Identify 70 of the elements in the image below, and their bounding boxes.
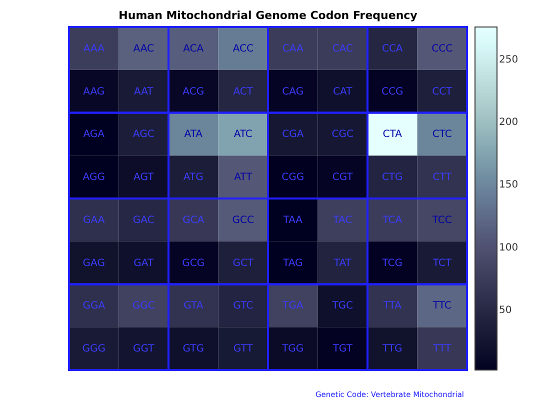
data-label: GAC — [132, 214, 154, 226]
data-label: CCT — [432, 86, 454, 98]
data-label: CTC — [432, 129, 452, 140]
data-label: TAT — [332, 258, 352, 269]
data-label: CAC — [332, 43, 353, 54]
data-label: CTA — [382, 129, 402, 140]
data-label: GTC — [233, 300, 254, 312]
data-label: AAG — [83, 86, 105, 98]
data-label: TCG — [381, 258, 403, 269]
data-label: GCA — [182, 214, 204, 226]
data-label: CGA — [282, 129, 304, 140]
data-label: AGC — [132, 129, 154, 140]
data-label: GCG — [182, 258, 205, 269]
data-label: GTT — [233, 344, 254, 355]
data-label: CTT — [432, 172, 453, 184]
data-label: GGC — [132, 300, 155, 312]
data-label: AAA — [83, 43, 105, 54]
data-label: GCT — [232, 258, 254, 269]
data-label: AAT — [134, 86, 154, 98]
data-label: CTG — [382, 172, 403, 184]
data-label: TAG — [282, 258, 303, 269]
color-bar-label: 200 — [499, 117, 518, 128]
data-label: CGC — [332, 129, 354, 140]
data-label: CCC — [432, 43, 453, 54]
data-label: GAA — [83, 214, 105, 226]
data-label: CCG — [382, 86, 404, 98]
chart-title: Human Mitochondrial Genome Codon Frequency — [118, 9, 418, 22]
data-label: CAG — [282, 86, 304, 98]
data-label: AGT — [134, 172, 155, 184]
color-bar-label: 50 — [499, 304, 512, 316]
data-label: CCA — [382, 43, 403, 54]
data-label: TGT — [332, 344, 354, 355]
data-label: TGC — [331, 300, 354, 312]
data-label: TTA — [382, 300, 402, 312]
data-label: ACG — [182, 86, 204, 98]
data-label: GCC — [232, 214, 254, 226]
data-label: TCA — [382, 214, 402, 226]
data-label: ATG — [183, 172, 204, 184]
data-label: TAC — [332, 214, 352, 226]
data-label: CAA — [282, 43, 304, 54]
data-label: GGG — [82, 344, 106, 355]
data-label: TGA — [282, 300, 304, 312]
data-label: ATA — [184, 129, 203, 140]
data-label: ATC — [234, 129, 252, 140]
data-label: ACC — [232, 43, 254, 54]
data-label: TTT — [432, 344, 452, 355]
color-bar-label: 100 — [499, 242, 518, 254]
data-label: AGA — [83, 129, 105, 140]
data-label: AAC — [133, 43, 154, 54]
data-label: GGT — [133, 344, 156, 355]
data-label: TAA — [282, 214, 303, 226]
data-label: TTG — [381, 344, 402, 355]
data-label: GGA — [82, 300, 106, 312]
color-bar-label: 250 — [499, 54, 518, 66]
data-label: CGG — [282, 172, 304, 184]
data-label: ACA — [183, 43, 204, 54]
data-label: CGT — [332, 172, 354, 184]
data-label: GAG — [82, 258, 105, 269]
data-label: GTG — [182, 344, 204, 355]
color-bar-label: 150 — [499, 180, 518, 191]
data-label: ATT — [234, 172, 254, 184]
data-label: TGG — [281, 344, 304, 355]
data-label: GTA — [184, 300, 204, 312]
data-label: ACT — [233, 86, 254, 98]
data-label: TTC — [432, 300, 452, 312]
data-label: CAT — [333, 86, 354, 98]
data-label: AGG — [82, 172, 105, 184]
data-label: GAT — [134, 258, 154, 269]
data-label: TCT — [432, 258, 452, 269]
data-label: TCC — [431, 214, 452, 226]
